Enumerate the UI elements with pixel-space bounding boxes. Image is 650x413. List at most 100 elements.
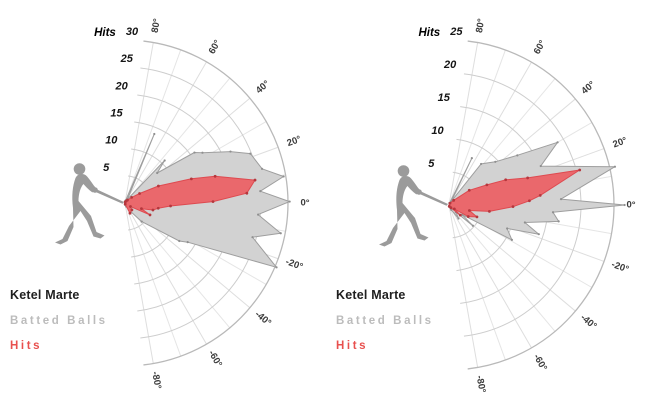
polar-ring bbox=[143, 40, 289, 366]
data-point-marker bbox=[211, 200, 215, 204]
data-point-marker bbox=[251, 236, 254, 239]
data-point-marker bbox=[201, 151, 204, 154]
data-point-marker bbox=[516, 154, 519, 157]
angle-tick-label: 60° bbox=[207, 38, 224, 56]
data-point-marker bbox=[257, 213, 260, 216]
data-point-marker bbox=[178, 239, 181, 243]
radial-tick-label: 15 bbox=[110, 108, 123, 120]
data-point-marker bbox=[123, 202, 127, 206]
legend-right: Ketel Marte Batted Balls Hits bbox=[336, 288, 486, 352]
angle-tick-label: -40° bbox=[253, 309, 274, 329]
polar-spoke bbox=[448, 204, 506, 361]
radial-tick-label: 20 bbox=[443, 59, 457, 71]
bat-icon bbox=[418, 191, 448, 206]
data-point-marker bbox=[259, 190, 262, 193]
data-point-marker bbox=[151, 208, 155, 212]
data-point-marker bbox=[448, 201, 452, 205]
data-point-marker bbox=[186, 241, 189, 244]
data-point-marker bbox=[470, 157, 473, 160]
data-point-marker bbox=[452, 198, 456, 202]
angle-tick-label: -40° bbox=[578, 312, 599, 332]
radial-tick-label: 20 bbox=[115, 80, 129, 92]
data-point-marker bbox=[288, 200, 291, 203]
legend-item-batted-balls[interactable]: Batted Balls bbox=[10, 315, 108, 327]
radial-tick-label: 30 bbox=[126, 26, 139, 38]
radial-axis-title: Hits bbox=[418, 27, 440, 39]
polar-chart[interactable]: 80° 60° 40° 20° 0° -20° -40° -60° -80° 5 10 15 20 25 H… bbox=[379, 18, 636, 394]
data-point-marker bbox=[452, 207, 456, 211]
data-point-marker bbox=[140, 207, 143, 211]
series-hits[interactable] bbox=[124, 175, 256, 216]
data-point-marker bbox=[275, 266, 278, 269]
data-point-marker bbox=[494, 160, 497, 163]
angle-tick-label: 40° bbox=[579, 79, 597, 97]
angle-tick-label: 20° bbox=[611, 135, 628, 150]
angle-tick-label: -80° bbox=[149, 371, 163, 390]
radial-tick-label: 10 bbox=[105, 135, 118, 147]
polar-spoke bbox=[448, 204, 479, 368]
data-point-marker bbox=[485, 183, 489, 187]
data-point-marker bbox=[510, 238, 514, 241]
radial-tick-label: 5 bbox=[103, 162, 110, 174]
data-point-marker bbox=[471, 224, 475, 227]
radial-tick-label: 25 bbox=[120, 53, 134, 65]
legend-item-hits[interactable]: Hits bbox=[336, 340, 369, 352]
polar-chart[interactable]: 80° 60° 40° 20° 0° -20° -40° -60° -80° 5 10 15 20 25 3… bbox=[55, 18, 310, 391]
data-point-marker bbox=[450, 208, 453, 211]
data-point-marker bbox=[551, 211, 555, 214]
data-point-marker bbox=[557, 220, 560, 223]
angle-tick-label: 20° bbox=[286, 134, 303, 149]
data-point-marker bbox=[523, 221, 526, 224]
data-point-marker bbox=[475, 215, 479, 219]
angle-tick-label: -20° bbox=[610, 259, 630, 275]
legend-player-name: Ketel Marte bbox=[336, 288, 406, 302]
data-point-marker bbox=[260, 167, 264, 170]
legend-item-batted-balls[interactable]: Batted Balls bbox=[336, 315, 434, 327]
polar-spoke bbox=[448, 61, 532, 206]
data-point-marker bbox=[130, 208, 134, 212]
polar-spoke bbox=[448, 204, 556, 332]
series-hits[interactable] bbox=[448, 169, 581, 218]
data-point-marker bbox=[126, 198, 129, 202]
batter-silhouette-icon bbox=[55, 163, 124, 245]
data-point-marker bbox=[153, 132, 156, 136]
radial-tick-label: 10 bbox=[431, 125, 444, 137]
data-point-marker bbox=[623, 203, 626, 207]
angle-tick-label: 60° bbox=[532, 38, 549, 56]
data-point-marker bbox=[458, 213, 462, 217]
data-point-marker bbox=[578, 168, 582, 172]
batter-silhouette-icon bbox=[379, 165, 448, 247]
data-point-marker bbox=[537, 233, 540, 236]
data-point-marker bbox=[538, 194, 542, 197]
angle-tick-label: 80° bbox=[150, 18, 163, 34]
data-point-marker bbox=[245, 191, 249, 195]
data-point-marker bbox=[129, 205, 132, 208]
data-point-marker bbox=[138, 192, 141, 195]
legend-item-hits[interactable]: Hits bbox=[10, 340, 43, 352]
radial-tick-label: 25 bbox=[449, 26, 463, 38]
legend-left: Ketel Marte Batted Balls Hits bbox=[10, 288, 160, 352]
angle-tick-label: 0° bbox=[300, 198, 309, 209]
angle-tick-label: 0° bbox=[626, 200, 635, 211]
radial-tick-label: 15 bbox=[438, 92, 451, 104]
radial-tick-label: 5 bbox=[428, 158, 435, 170]
angle-tick-label: -60° bbox=[531, 352, 549, 373]
data-point-marker bbox=[488, 210, 491, 213]
angle-tick-label: -60° bbox=[206, 349, 224, 370]
angle-tick-label: 80° bbox=[474, 18, 487, 34]
data-point-marker bbox=[468, 209, 471, 212]
angle-tick-label: -80° bbox=[474, 375, 488, 394]
data-point-marker bbox=[253, 178, 257, 182]
data-point-marker bbox=[130, 196, 134, 199]
data-point-marker bbox=[526, 176, 530, 180]
data-point-marker bbox=[457, 217, 460, 220]
data-point-marker bbox=[511, 205, 515, 209]
data-point-marker bbox=[163, 159, 166, 162]
data-point-marker bbox=[213, 174, 217, 178]
polar-spoke bbox=[448, 49, 506, 206]
data-point-marker bbox=[156, 171, 159, 175]
data-point-marker bbox=[504, 178, 508, 182]
data-point-marker bbox=[189, 177, 193, 181]
